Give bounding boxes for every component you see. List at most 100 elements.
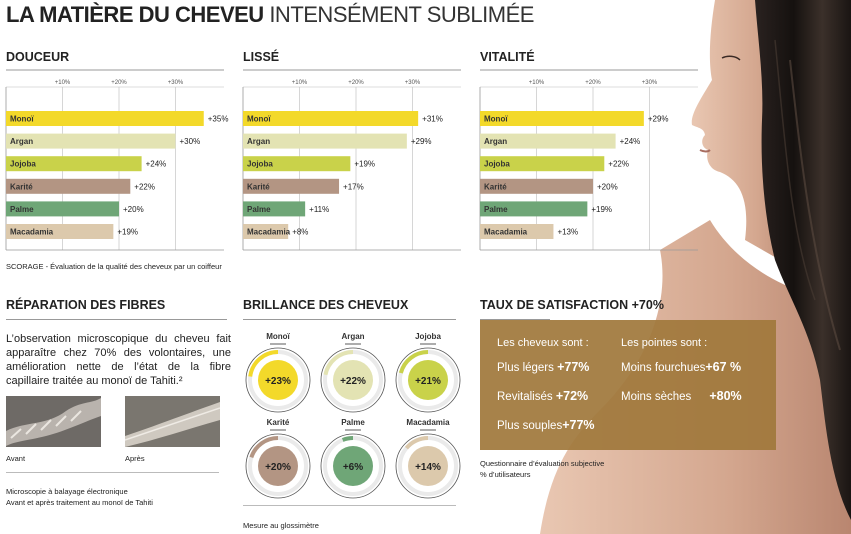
bar-value-label: +13% (557, 228, 578, 237)
bar-category-label: Palme (484, 205, 508, 214)
repair-divider (6, 319, 227, 320)
gloss-item-label: Monoï (266, 332, 290, 341)
hair-head: Les cheveux sont : (497, 337, 589, 349)
bar-value-label: +19% (117, 228, 138, 237)
bar-value-label: +19% (591, 205, 612, 214)
satisfaction-title: TAUX DE SATISFACTION +70% (480, 298, 664, 312)
bar-value-label: +19% (354, 160, 375, 169)
chart-vitalite: VITALITÉ +10% +20% +30% Monoï +29% Argan +24% Jo… (479, 50, 698, 258)
sat-item-softer: Plus souples+77% (497, 418, 595, 432)
microscopy-before-photo (6, 396, 101, 447)
tips-head: Les pointes sont : (621, 337, 708, 349)
bar-category-label: Karité (10, 182, 33, 191)
bar (6, 201, 119, 217)
sat-item-revitalized: Revitalisés +72% (497, 389, 589, 403)
tick-label: +30% (405, 80, 421, 86)
bar-category-label: Macadamia (247, 228, 291, 237)
gloss-arc (404, 436, 429, 450)
gloss-fill (333, 446, 373, 486)
gloss-outer-ring (245, 347, 311, 413)
bar-category-label: Argan (484, 137, 507, 146)
gloss-arc (398, 350, 429, 374)
tick-label: +20% (585, 80, 601, 86)
gloss-outer-ring (395, 433, 461, 499)
bar-value-label: +30% (180, 137, 201, 146)
bar-value-label: +22% (134, 182, 155, 191)
gloss-value: +21% (415, 376, 441, 387)
bar-category-label: Jojoba (10, 160, 36, 169)
gloss-value: +20% (265, 462, 291, 473)
gloss-item-label: Palme (341, 418, 365, 427)
bar (6, 178, 131, 194)
gloss-value: +23% (265, 376, 291, 387)
bar-category-label: Karité (484, 182, 507, 191)
page-title: LA MATIÈRE DU CHEVEU INTENSÉMENT SUBLIMÉ… (6, 2, 534, 28)
gloss-arc (341, 436, 354, 442)
satisfaction-note-2: % d’utilisateurs (480, 470, 531, 479)
gloss-arc (248, 350, 279, 377)
bar-category-label: Palme (10, 205, 34, 214)
bar (243, 224, 289, 239)
microscopy-after-photo (124, 396, 221, 447)
gloss-arc (323, 350, 354, 376)
bar-value-label: +20% (597, 182, 618, 191)
bar (243, 133, 407, 149)
chart-lisse: LISSÉ +10% +20% +30% Monoï +31% Argan +29% Jojob… (242, 50, 461, 258)
tick-label: +10% (529, 80, 545, 86)
bar-value-label: +8% (292, 228, 308, 237)
bar-category-label: Karité (247, 182, 270, 191)
gloss-fill (408, 360, 448, 400)
bar-category-label: Argan (247, 137, 270, 146)
bar-category-label: Macadamia (484, 228, 528, 237)
gloss-divider (243, 319, 456, 320)
satisfaction-note-1: Questionnaire d’évaluation subjective (480, 459, 605, 468)
repair-caption-divider (6, 472, 219, 473)
gloss-value: +14% (415, 462, 441, 473)
gloss-value: +6% (343, 462, 363, 473)
bar-value-label: +29% (648, 115, 669, 124)
after-label: Après (125, 454, 145, 463)
bar-category-label: Macadamia (10, 228, 54, 237)
gloss-title: BRILLANCE DES CHEVEUX (243, 298, 409, 312)
gloss-item-label: Jojoba (415, 332, 441, 341)
sat-item-less-split: Moins fourchues+67 % (621, 360, 742, 374)
bar (480, 224, 554, 239)
title-light: INTENSÉMENT SUBLIMÉE (269, 2, 534, 27)
gloss-circles: Monoï +23% Argan +22% Jojoba +21% Karité +20% Pa… (245, 332, 461, 499)
bar-value-label: +22% (608, 160, 629, 169)
chart-title: LISSÉ (243, 50, 280, 64)
bar-chart-svg: +10% +20% +30% Monoï +31% Argan +29% Jojoba +19%… (242, 69, 461, 251)
bar-category-label: Monoï (10, 115, 34, 124)
bar-category-label: Monoï (247, 115, 271, 124)
bar-category-label: Jojoba (484, 160, 510, 169)
tick-label: +30% (168, 80, 184, 86)
bar-value-label: +11% (309, 205, 329, 214)
gloss-outer-ring (320, 347, 386, 413)
tick-label: +20% (111, 80, 127, 86)
gloss-value: +22% (340, 376, 366, 387)
bar-category-label: Jojoba (247, 160, 273, 169)
tick-label: +10% (292, 80, 308, 86)
gloss-item-label: Argan (341, 332, 364, 341)
gloss-arc (249, 436, 279, 459)
scorage-note: SCORAGE - Évaluation de la qualité des c… (6, 262, 222, 271)
tick-label: +10% (55, 80, 71, 86)
bar (243, 111, 419, 126)
tick-label: +30% (642, 80, 658, 86)
gloss-fill (258, 446, 298, 486)
gloss-outer-ring (320, 433, 386, 499)
bar (480, 111, 644, 126)
before-label: Avant (6, 454, 26, 463)
repair-title: RÉPARATION DES FIBRES (6, 298, 166, 312)
bar (6, 111, 204, 126)
gloss-note: Mesure au glossimètre (243, 521, 319, 530)
bar-category-label: Palme (247, 205, 271, 214)
bar (243, 201, 306, 217)
satisfaction-divider (480, 319, 550, 320)
bar-value-label: +29% (411, 137, 432, 146)
gloss-note-divider (243, 505, 456, 506)
bar-chart-svg: +10% +20% +30% Monoï +29% Argan +24% Jojoba +22%… (479, 69, 698, 251)
bar (480, 201, 588, 217)
gloss-outer-ring (245, 433, 311, 499)
sat-item-less-dry: Moins sèches +80% (621, 389, 742, 403)
